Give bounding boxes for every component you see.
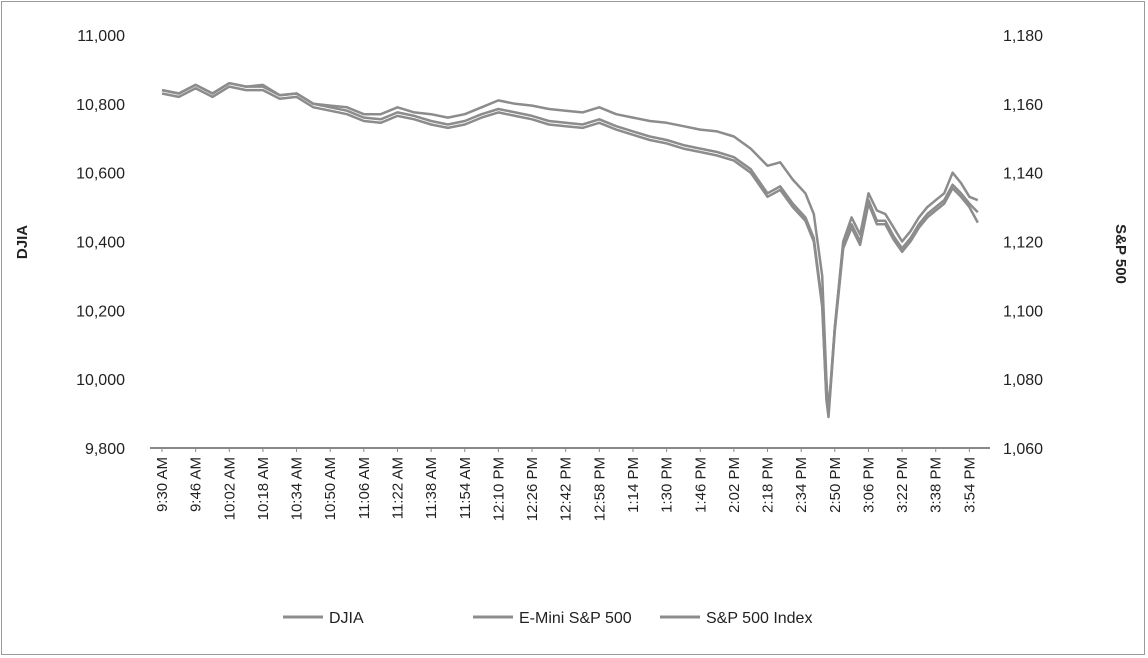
- right-tick-label: 1,180: [1003, 28, 1043, 45]
- left-axis-label: DJIA: [14, 225, 31, 259]
- x-tick-label: 1:14 PM: [625, 457, 642, 513]
- left-tick-label: 9,800: [85, 441, 125, 458]
- left-tick-label: 11,000: [77, 28, 125, 45]
- x-tick-label: 10:34 AM: [289, 457, 306, 520]
- x-tick-label: 3:38 PM: [928, 457, 945, 513]
- x-tick-label: 9:46 AM: [188, 457, 205, 512]
- right-axis-ticks: 1,060 1,080 1,100 1,120 1,140 1,160 1,180: [1003, 28, 1043, 458]
- x-tick-label: 12:26 PM: [524, 457, 541, 521]
- x-tick-label: 3:06 PM: [860, 457, 877, 513]
- x-tick-label: 10:18 AM: [255, 457, 272, 520]
- series-line-2: [161, 85, 979, 419]
- right-tick-label: 1,080: [1003, 372, 1043, 389]
- x-tick-label: 10:50 AM: [322, 457, 339, 520]
- x-tick-label: 3:54 PM: [961, 457, 978, 513]
- x-tick-label: 12:58 PM: [591, 457, 608, 521]
- left-axis-ticks: 9,800 10,000 10,200 10,400 10,600 10,800 11,00…: [76, 28, 125, 458]
- right-tick-label: 1,100: [1003, 303, 1043, 320]
- left-tick-label: 10,600: [76, 166, 125, 183]
- right-axis-label: S&P 500: [1112, 224, 1129, 284]
- legend-label: S&P 500 Index: [706, 610, 812, 627]
- x-tick-label: 1:46 PM: [692, 457, 709, 513]
- left-tick-label: 10,800: [76, 97, 125, 114]
- series-line-1: [161, 81, 979, 415]
- x-tick-label: 11:22 AM: [389, 457, 406, 519]
- x-tick-label: 9:30 AM: [154, 457, 171, 512]
- x-tick-label: 10:02 AM: [221, 457, 238, 520]
- x-tick-label: 12:10 PM: [490, 457, 507, 521]
- left-tick-label: 10,000: [76, 372, 125, 389]
- right-tick-label: 1,120: [1003, 235, 1043, 252]
- right-tick-label: 1,060: [1003, 441, 1043, 458]
- x-tick-label: 11:38 AM: [423, 457, 440, 519]
- x-tick-label: 1:30 PM: [659, 457, 676, 513]
- x-tick-label: 2:34 PM: [793, 457, 810, 513]
- legend: DJIA E-Mini S&P 500 S&P 500 Index: [283, 610, 812, 627]
- legend-label: E-Mini S&P 500: [519, 610, 632, 627]
- x-tick-label: 11:06 AM: [356, 457, 373, 519]
- x-tick-label: 2:18 PM: [760, 457, 777, 513]
- x-tick-label: 3:22 PM: [894, 457, 911, 513]
- right-tick-label: 1,160: [1003, 97, 1043, 114]
- left-tick-label: 10,400: [76, 235, 125, 252]
- series-layer: [161, 81, 979, 419]
- legend-label: DJIA: [329, 610, 364, 627]
- left-tick-label: 10,200: [76, 303, 125, 320]
- x-tick-label: 2:50 PM: [827, 457, 844, 513]
- x-tick-label: 12:42 PM: [558, 457, 575, 521]
- x-axis-ticks: 9:30 AM 9:46 AM 10:02 AM 10:18 AM 10:34 AM 10…: [154, 448, 978, 521]
- x-tick-label: 2:02 PM: [726, 457, 743, 513]
- right-tick-label: 1,140: [1003, 166, 1043, 183]
- series-line-0: [161, 81, 979, 415]
- x-tick-label: 11:54 AM: [457, 457, 474, 519]
